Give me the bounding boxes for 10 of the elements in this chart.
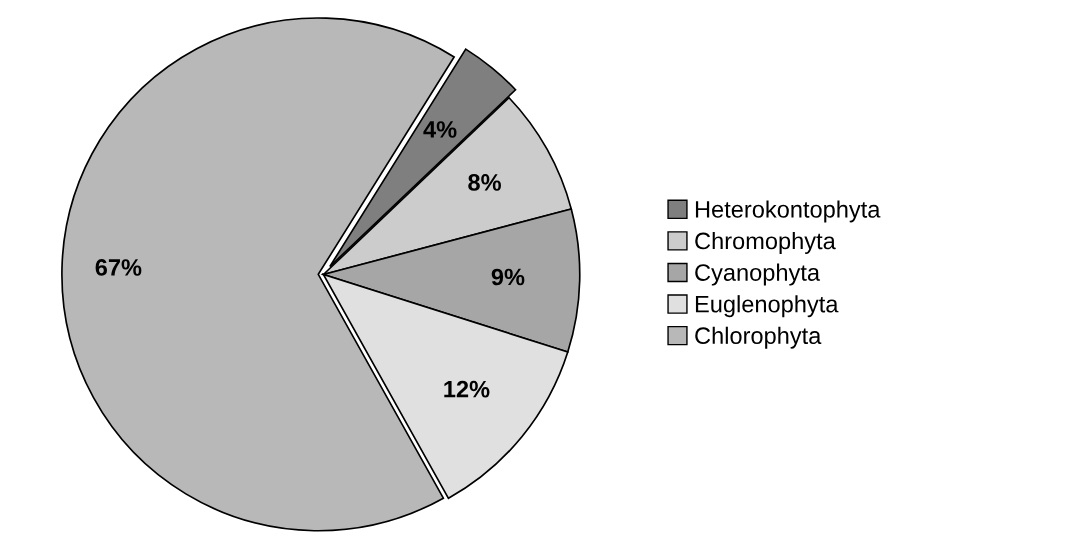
data-label: 12% xyxy=(444,380,490,398)
legend-label: Euglenophyta xyxy=(695,295,839,318)
data-label: 9% xyxy=(491,268,525,286)
legend-label: Cyanophyta xyxy=(695,263,821,286)
data-label: 4% xyxy=(423,121,457,138)
legend-label: Heterokontophyta xyxy=(695,200,881,223)
legend-label: Chlorophyta xyxy=(695,326,822,349)
data-label: 67% xyxy=(95,259,142,276)
legend-label: Chromophyta xyxy=(695,231,836,254)
data-label: 8% xyxy=(468,174,501,191)
